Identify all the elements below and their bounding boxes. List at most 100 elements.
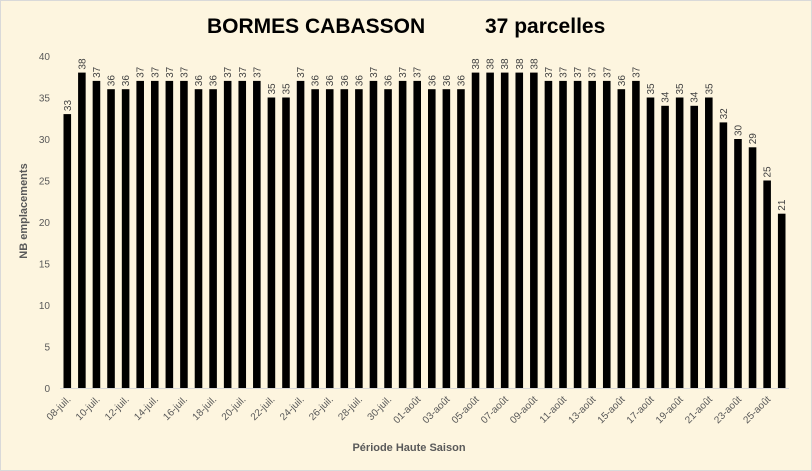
- x-tick-label: 15-août: [596, 394, 628, 426]
- y-tick-label: 30: [39, 135, 51, 146]
- data-label: 37: [369, 66, 380, 78]
- y-axis: 0 5 10 15 20 25 30 35 40: [39, 52, 51, 395]
- chart-subtitle: 37 parcelles: [485, 15, 606, 38]
- data-label: 37: [179, 66, 190, 78]
- data-label: 37: [136, 66, 147, 78]
- x-axis: 08-juil. 10-juil. 12-juil. 14-juil. 16-juil.…: [45, 388, 789, 426]
- bar: [296, 80, 305, 389]
- bar: [311, 89, 319, 388]
- x-tick-label: 24-juil.: [278, 394, 307, 423]
- data-label: 36: [209, 75, 220, 87]
- y-tick-label: 40: [39, 52, 51, 63]
- bar: [180, 80, 188, 389]
- bar-series: [63, 72, 786, 389]
- data-label: 30: [734, 124, 745, 136]
- data-label: 35: [675, 83, 686, 95]
- x-tick-label: 14-juil.: [132, 394, 161, 423]
- x-tick-label: 20-juil.: [220, 394, 249, 423]
- bar: [734, 139, 742, 388]
- data-label: 25: [763, 166, 774, 178]
- bar: [588, 80, 596, 389]
- bar: [413, 80, 421, 389]
- x-tick-label: 28-juil.: [336, 394, 365, 423]
- bar: [136, 80, 144, 389]
- data-label: 37: [588, 66, 599, 78]
- x-tick-label: 08-juil.: [45, 394, 74, 423]
- data-label: 38: [471, 58, 482, 70]
- bar: [121, 89, 130, 388]
- data-label: 34: [661, 91, 672, 103]
- data-label: 36: [442, 75, 453, 87]
- data-label: 35: [646, 83, 657, 95]
- bar: [559, 80, 567, 389]
- bar: [573, 80, 582, 389]
- x-tick-label: 25-août: [741, 394, 773, 426]
- data-label: 21: [777, 199, 788, 211]
- data-label: 37: [544, 66, 555, 78]
- x-tick-label: 10-juil.: [74, 394, 103, 423]
- bar: [253, 80, 261, 389]
- x-tick-label: 30-juil.: [366, 394, 395, 423]
- x-tick-label: 17-août: [625, 394, 657, 426]
- y-tick-label: 15: [39, 260, 51, 271]
- y-tick-label: 35: [39, 94, 51, 105]
- bar: [705, 97, 713, 388]
- bar: [602, 80, 611, 389]
- data-label: 37: [252, 66, 263, 78]
- data-label: 37: [631, 66, 642, 78]
- bar: [777, 213, 786, 388]
- bar: [675, 97, 684, 388]
- data-label: 37: [413, 66, 424, 78]
- data-label: 38: [77, 58, 88, 70]
- x-tick-label: 05-août: [450, 394, 482, 426]
- data-label: 37: [573, 66, 584, 78]
- bar: [150, 80, 159, 389]
- bar: [617, 89, 626, 388]
- data-label: 37: [92, 66, 103, 78]
- bar: [515, 72, 524, 388]
- bar: [238, 80, 247, 389]
- chart-title: BORMES CABASSON: [207, 15, 426, 38]
- bar: [398, 80, 407, 389]
- bar: [690, 105, 699, 389]
- data-label: 35: [267, 83, 278, 95]
- bar: [646, 97, 655, 388]
- bar: [384, 89, 392, 388]
- bar: [223, 80, 232, 389]
- data-label: 34: [690, 91, 701, 103]
- data-label: 36: [354, 75, 365, 87]
- data-label: 37: [165, 66, 176, 78]
- y-axis-title: NB emplacements: [18, 163, 30, 258]
- data-label: 36: [311, 75, 322, 87]
- data-label: 37: [559, 66, 570, 78]
- data-label: 35: [282, 83, 293, 95]
- bar: [442, 89, 451, 388]
- y-tick-label: 25: [39, 177, 51, 188]
- bar: [457, 89, 465, 388]
- data-label: 35: [704, 83, 715, 95]
- x-tick-label: 22-juil.: [249, 394, 278, 423]
- x-axis-title: Période Haute Saison: [352, 442, 465, 454]
- data-label: 36: [340, 75, 351, 87]
- bar: [530, 72, 538, 388]
- data-label: 36: [325, 75, 336, 87]
- bar: [209, 89, 217, 388]
- y-tick-label: 10: [39, 301, 51, 312]
- bar: [748, 147, 757, 388]
- x-tick-label: 26-juil.: [307, 394, 336, 423]
- bar: [325, 89, 334, 388]
- x-tick-label: 18-juil.: [191, 394, 220, 423]
- x-tick-label: 09-août: [508, 394, 540, 426]
- data-label: 37: [238, 66, 249, 78]
- data-label: 37: [296, 66, 307, 78]
- data-label: 37: [150, 66, 161, 78]
- x-tick-label: 16-juil.: [161, 394, 190, 423]
- bar: [763, 180, 771, 388]
- data-label: 29: [748, 133, 759, 145]
- x-tick-label: 07-août: [479, 394, 511, 426]
- data-label: 37: [602, 66, 613, 78]
- data-label: 37: [398, 66, 409, 78]
- bar: [267, 97, 276, 388]
